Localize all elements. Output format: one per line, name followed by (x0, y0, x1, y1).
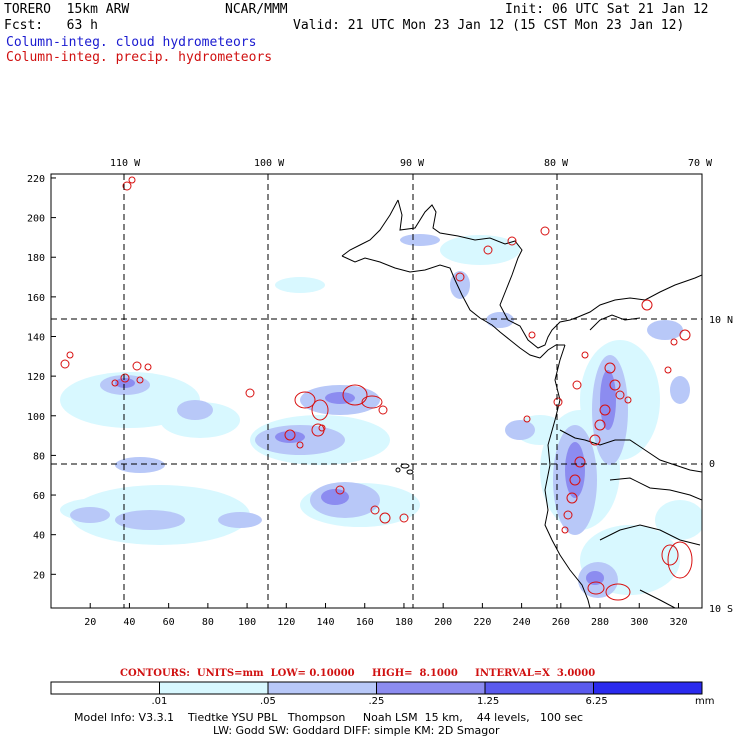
y-tick-label: 20 (33, 570, 45, 581)
plot-frame (50, 173, 703, 609)
legend-swatch (593, 681, 703, 695)
valid-time: Valid: 21 UTC Mon 23 Jan 12 (15 CST Mon … (293, 18, 685, 33)
legend-swatch (159, 681, 269, 695)
field-label-precip: Column-integ. precip. hydrometeors (6, 50, 273, 65)
legend-label: .01 (151, 696, 168, 707)
lon-label: 100 W (254, 158, 285, 169)
y-tick-label: 100 (27, 412, 45, 423)
y-axis-ticks: 20 40 60 80 100 120 140 160 180 200 220 (27, 174, 56, 581)
x-tick-label: 80 (202, 617, 214, 628)
y-tick-label: 80 (33, 451, 45, 462)
organization-label: NCAR/MMM (225, 2, 288, 17)
cloud-field (51, 174, 702, 608)
lon-label: 70 W (688, 158, 713, 169)
init-time: Init: 06 UTC Sat 21 Jan 12 (505, 2, 709, 17)
latitude-labels: 10 N 0 10 S (709, 315, 733, 615)
x-axis-ticks: 20 40 60 80 100 120 140 160 180 200 220 240 260 280 30… (84, 603, 688, 628)
y-tick-label: 140 (27, 333, 45, 344)
longitude-labels: 110 W 100 W 90 W 80 W 70 W (110, 158, 713, 169)
x-tick-label: 60 (163, 617, 175, 628)
legend-swatch (376, 681, 486, 695)
x-tick-label: 20 (84, 617, 96, 628)
model-physics-line: LW: Godd SW: Goddard DIFF: simple KM: 2D… (213, 724, 500, 737)
x-tick-label: 120 (277, 617, 295, 628)
y-tick-label: 220 (27, 174, 45, 185)
x-tick-label: 160 (356, 617, 374, 628)
x-tick-label: 220 (473, 617, 491, 628)
legend-swatch (484, 681, 594, 695)
model-title: TORERO 15km ARW (4, 2, 130, 17)
x-tick-label: 180 (395, 617, 413, 628)
lon-label: 90 W (400, 158, 425, 169)
x-tick-label: 260 (552, 617, 570, 628)
x-tick-label: 200 (434, 617, 452, 628)
lon-label: 110 W (110, 158, 141, 169)
y-tick-label: 60 (33, 491, 45, 502)
map-plot: 110 W 100 W 90 W 80 W 70 W 10 N 0 10 S 2… (27, 158, 733, 628)
legend-label: .05 (260, 696, 276, 707)
y-tick-label: 120 (27, 372, 45, 383)
legend-label: 6.25 (585, 696, 608, 707)
y-tick-label: 40 (33, 531, 45, 542)
y-tick-label: 160 (27, 293, 45, 304)
field-label-cloud: Column-integ. cloud hydrometeors (6, 35, 257, 50)
lat-label: 10 N (709, 315, 733, 326)
lon-label: 80 W (544, 158, 569, 169)
x-tick-label: 100 (238, 617, 256, 628)
contour-info: CONTOURS: UNITS=mm LOW= 0.10000 HIGH= 8.… (120, 668, 596, 679)
precip-contours (60, 176, 693, 601)
legend-label: 1.25 (477, 696, 500, 707)
x-tick-label: 240 (513, 617, 531, 628)
forecast-hour: Fcst: 63 h (4, 18, 98, 33)
legend-swatch (50, 681, 160, 695)
legend-label: .25 (368, 696, 385, 707)
legend-swatch (267, 681, 377, 695)
legend-unit: mm (695, 696, 715, 707)
color-legend (50, 681, 703, 695)
graticule (51, 174, 702, 608)
y-tick-label: 180 (27, 253, 45, 264)
x-tick-label: 140 (316, 617, 334, 628)
y-tick-label: 200 (27, 214, 45, 225)
x-tick-label: 40 (123, 617, 135, 628)
x-tick-label: 280 (591, 617, 609, 628)
lat-label: 0 (709, 459, 715, 470)
x-tick-label: 320 (669, 617, 687, 628)
x-tick-label: 300 (630, 617, 648, 628)
model-info-line: Model Info: V3.3.1 Tiedtke YSU PBL Thomp… (74, 711, 584, 724)
lat-label: 10 S (709, 604, 733, 615)
